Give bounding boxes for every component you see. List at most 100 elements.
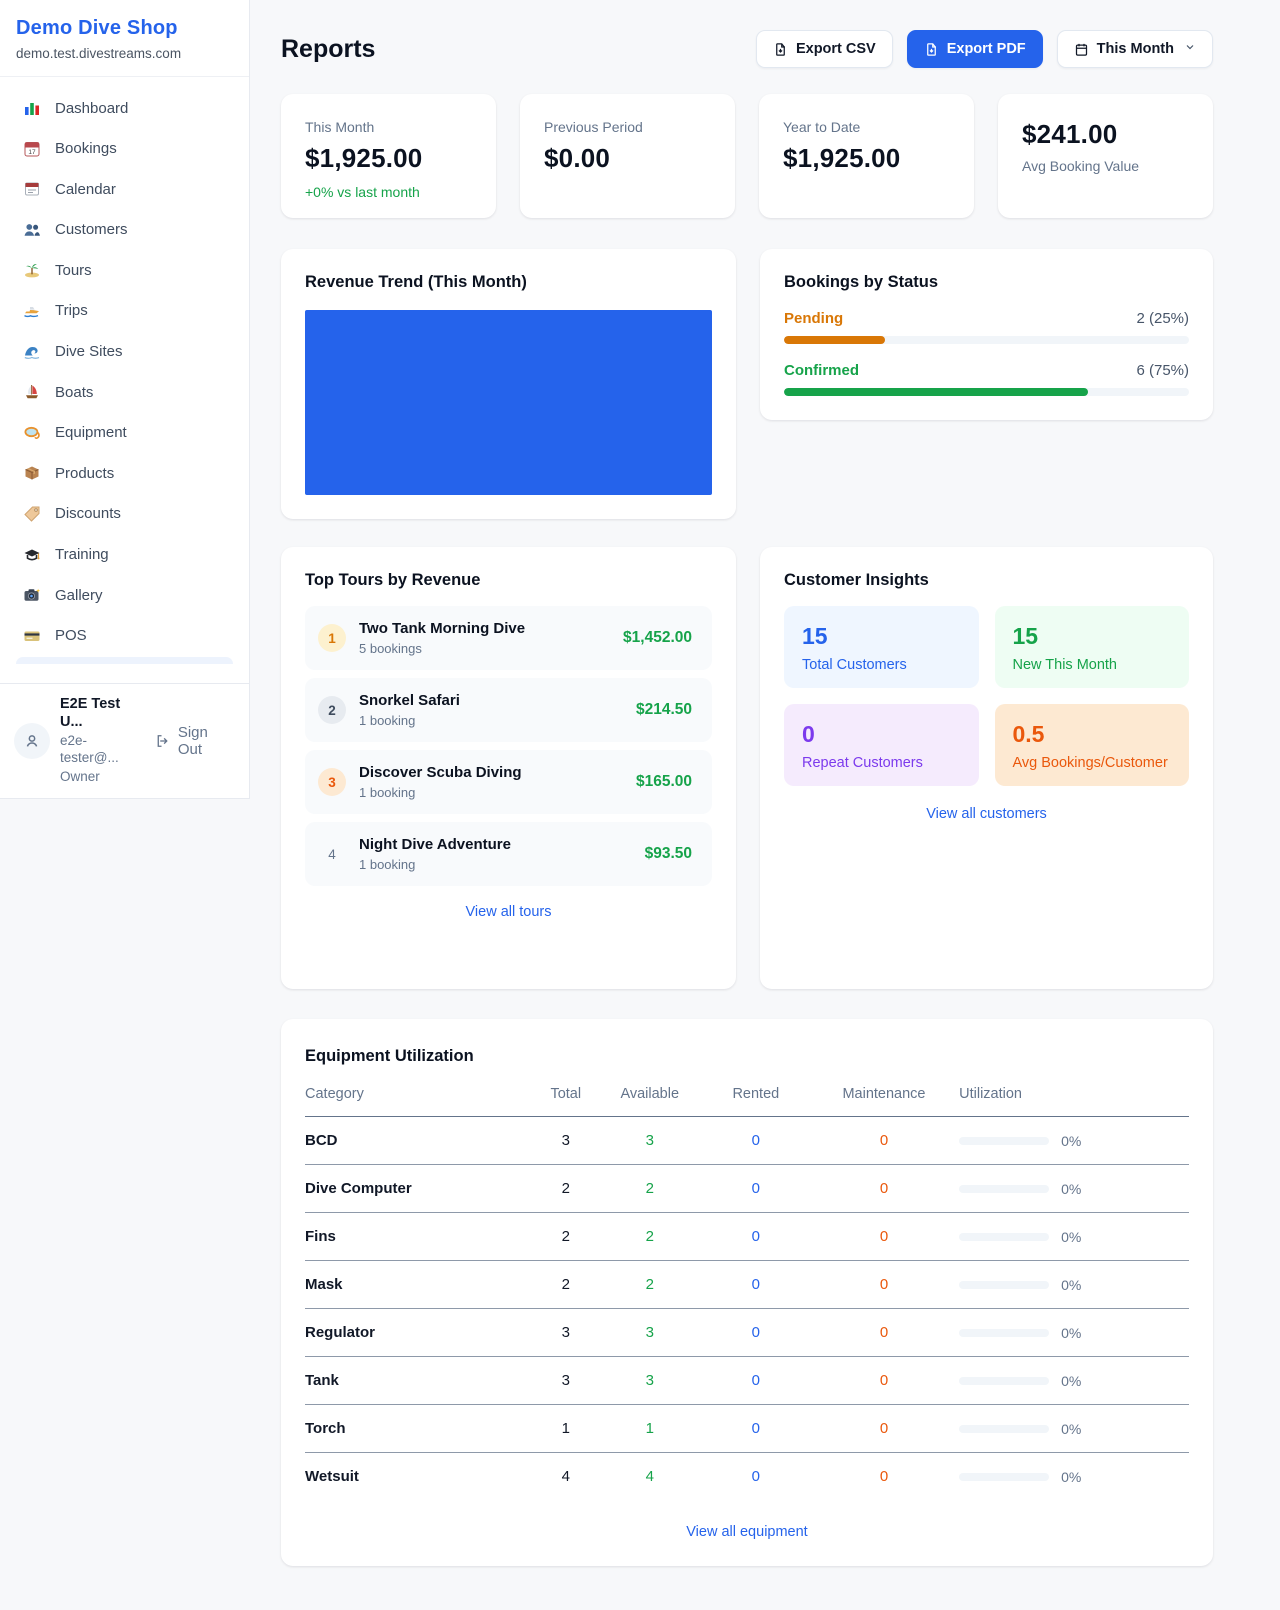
calendar-icon: [1075, 43, 1087, 56]
sidebar-item-tours[interactable]: Tours: [8, 251, 241, 289]
cell-maintenance: 0: [808, 1116, 960, 1165]
sidebar-item-dashboard[interactable]: Dashboard: [8, 89, 241, 127]
top-tours-card: Top Tours by Revenue 1 Two Tank Morning …: [281, 547, 736, 989]
sidebar-item-pos[interactable]: POS: [8, 617, 241, 655]
sidebar-item-training[interactable]: Training: [8, 536, 241, 574]
view-all-tours-link[interactable]: View all tours: [465, 904, 552, 920]
col-maintenance: Maintenance: [808, 1086, 960, 1117]
pending-bar-fill: [784, 336, 886, 344]
bookings-by-status-card: Bookings by Status Pending 2 (25%) Confi…: [760, 249, 1213, 420]
sidebar-item-discounts[interactable]: Discounts: [8, 495, 241, 533]
cell-rented: 0: [702, 1404, 809, 1453]
utilization-cell: 0%: [959, 1229, 1189, 1245]
tile-label: Total Customers: [802, 657, 907, 673]
cell-available: 3: [596, 1356, 703, 1405]
tile-value: 0.5: [1012, 721, 1045, 747]
sidebar-item-trips[interactable]: Trips: [8, 292, 241, 330]
tour-name: Discover Scuba Diving: [359, 764, 522, 781]
sidebar-item-calendar[interactable]: Calendar: [8, 170, 241, 208]
tour-name: Night Dive Adventure: [359, 836, 511, 853]
sign-out-button[interactable]: Sign Out: [155, 724, 235, 758]
status-label: Confirmed: [784, 362, 859, 379]
sidebar-item-bookings[interactable]: 17 Bookings: [8, 130, 241, 168]
user-role: Owner: [60, 769, 100, 785]
stat-label: Avg Booking Value: [1022, 158, 1140, 174]
period-dropdown[interactable]: This Month: [1056, 30, 1213, 68]
file-download-icon: [776, 42, 785, 56]
status-row-pending: Pending 2 (25%): [784, 310, 1189, 344]
tile-label: Repeat Customers: [802, 755, 923, 771]
cell-maintenance: 0: [808, 1308, 960, 1357]
tour-name: Snorkel Safari: [359, 692, 460, 709]
tile-value: 15: [1012, 623, 1039, 649]
tour-row: 1 Two Tank Morning Dive 5 bookings $1,45…: [305, 606, 712, 670]
cell-available: 3: [596, 1308, 703, 1357]
svg-text:17: 17: [28, 149, 36, 156]
sidebar-item-products[interactable]: Products: [8, 454, 241, 492]
tile-label: Avg Bookings/Customer: [1012, 755, 1168, 771]
cell-rented: 0: [702, 1116, 809, 1165]
utilization-cell: 0%: [959, 1277, 1189, 1293]
graduation-cap-icon: [22, 546, 42, 564]
dive-mask-icon: [22, 424, 42, 442]
sidebar-item-label: Dashboard: [55, 99, 129, 117]
sidebar-item-gallery[interactable]: Gallery: [8, 576, 241, 614]
sidebar-item-label: Bookings: [55, 140, 117, 158]
table-row: Regulator 3 3 0 0 0%: [305, 1308, 1189, 1357]
view-all-customers-link[interactable]: View all customers: [926, 806, 1047, 822]
table-header-row: Category Total Available Rented Maintena…: [305, 1086, 1189, 1117]
sidebar-item-label: Tours: [55, 261, 92, 279]
sidebar-nav: Dashboard 17 Bookings Calendar Customers…: [0, 77, 249, 683]
sidebar-item-equipment[interactable]: Equipment: [8, 414, 241, 452]
user-meta: E2E Test U... e2e-tester@... Owner: [60, 695, 145, 786]
stat-cards: This Month $1,925.00 +0% vs last month P…: [281, 94, 1213, 218]
cell-maintenance: 0: [808, 1404, 960, 1453]
status-count: 6 (75%): [1136, 362, 1189, 379]
cell-maintenance: 0: [808, 1164, 960, 1213]
sidebar-item-label: Discounts: [55, 505, 121, 523]
stat-label: Previous Period: [544, 119, 643, 135]
utilization-cell: 0%: [959, 1421, 1189, 1437]
status-row-confirmed: Confirmed 6 (75%): [784, 362, 1189, 396]
calendar-date-icon: 17: [22, 140, 42, 158]
revenue-trend-card: Revenue Trend (This Month): [281, 249, 736, 519]
sidebar-item-label: Training: [55, 546, 109, 564]
equipment-utilization-card: Equipment Utilization Category Total Ava…: [281, 1019, 1213, 1566]
rank-badge: 1: [318, 624, 346, 652]
cell-total: 1: [534, 1404, 597, 1453]
table-row: Tank 3 3 0 0 0%: [305, 1356, 1189, 1405]
cell-rented: 0: [702, 1356, 809, 1405]
export-csv-button[interactable]: Export CSV: [755, 30, 893, 68]
customer-insights-card: Customer Insights 15 Total Customers 15 …: [760, 547, 1213, 989]
sidebar-user-footer: E2E Test U... e2e-tester@... Owner Sign …: [0, 683, 249, 798]
export-pdf-button[interactable]: Export PDF: [906, 30, 1043, 68]
tag-icon: [22, 505, 42, 523]
tour-revenue: $214.50: [635, 701, 692, 718]
confirmed-bar-fill: [784, 388, 1088, 396]
sidebar-item-label: Products: [55, 464, 115, 482]
cell-total: 2: [534, 1212, 597, 1261]
utilization-percent: 0%: [1061, 1372, 1082, 1389]
brand-title[interactable]: Demo Dive Shop: [16, 17, 178, 39]
status-label: Pending: [784, 310, 844, 327]
brand-block: Demo Dive Shop demo.test.divestreams.com: [0, 0, 249, 77]
table-row: BCD 3 3 0 0 0%: [305, 1116, 1189, 1165]
stat-value: $1,925.00: [305, 143, 423, 173]
sidebar-item-boats[interactable]: Boats: [8, 373, 241, 411]
sidebar-item-reports-active[interactable]: [16, 657, 233, 665]
page-header: Reports Export CSV Export PDF This Month: [281, 30, 1213, 68]
sidebar-item-customers[interactable]: Customers: [8, 211, 241, 249]
sidebar-item-dive-sites[interactable]: Dive Sites: [8, 333, 241, 371]
sailboat-icon: [22, 383, 42, 401]
confirmed-bar-track: [784, 388, 1189, 396]
cell-total: 3: [534, 1356, 597, 1405]
tile-avg-bookings-customer: 0.5 Avg Bookings/Customer: [994, 704, 1189, 786]
export-pdf-label: Export PDF: [946, 41, 1026, 57]
rank-badge: 3: [318, 768, 346, 796]
utilization-percent: 0%: [1061, 1180, 1082, 1197]
sidebar-item-label: Calendar: [55, 180, 116, 198]
tour-row: 4 Night Dive Adventure 1 booking $93.50: [305, 822, 712, 886]
app-root: Demo Dive Shop demo.test.divestreams.com…: [0, 0, 1213, 1566]
view-all-equipment-link[interactable]: View all equipment: [686, 1524, 808, 1540]
cell-rented: 0: [702, 1164, 809, 1213]
